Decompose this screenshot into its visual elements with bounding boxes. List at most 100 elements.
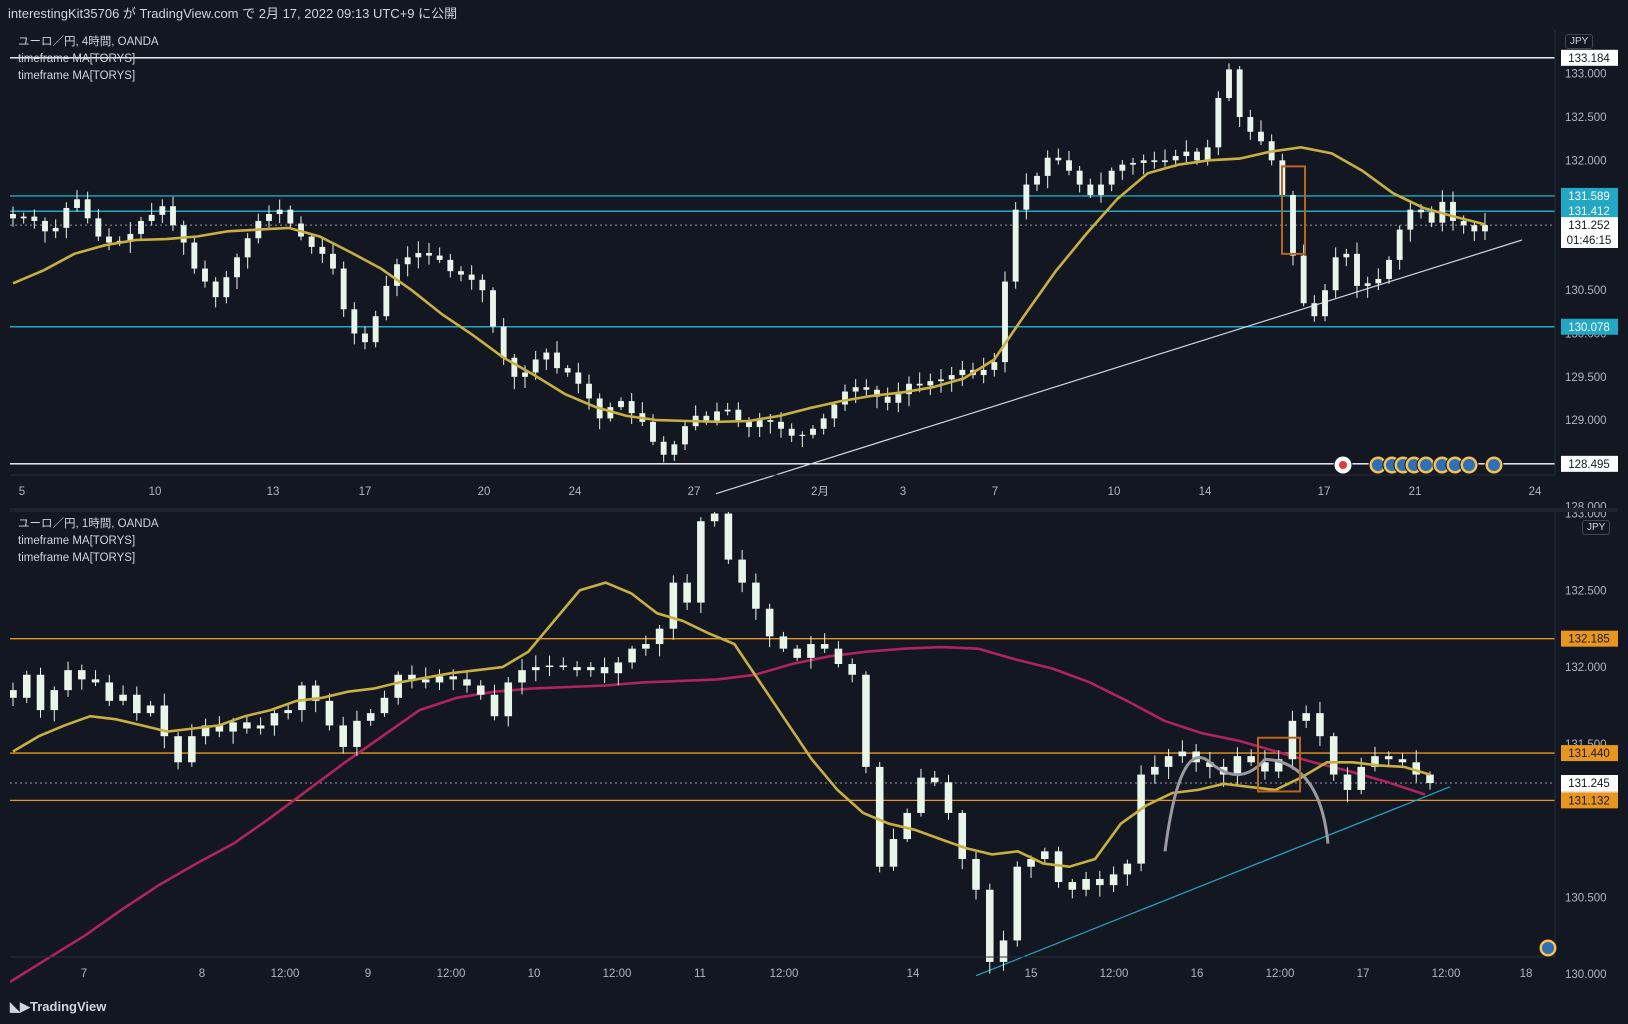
currency-badge[interactable]: JPY <box>1582 520 1611 535</box>
candle-body <box>724 409 731 412</box>
candle-body <box>916 383 923 386</box>
candle-body <box>42 220 48 232</box>
price-tick: 129.000 <box>1565 415 1607 427</box>
price-label: 132.185 <box>1568 634 1610 646</box>
price-label-bg <box>1561 455 1618 472</box>
candle-body <box>1418 209 1424 213</box>
candle-body <box>146 705 155 714</box>
candle-body <box>415 252 422 258</box>
candle-body <box>1343 253 1350 258</box>
price-label: 131.245 <box>1568 778 1610 790</box>
legend-indicator-1[interactable]: timeframe MA[TORYS] <box>18 53 136 65</box>
candle-body <box>788 428 795 436</box>
time-tick: 20 <box>478 486 491 498</box>
candle-body <box>463 679 471 686</box>
time-tick: 15 <box>1025 968 1038 980</box>
event-marker-inner <box>1449 459 1461 471</box>
candle-body <box>807 644 815 658</box>
price-tick: 129.500 <box>1565 372 1607 384</box>
candle-body <box>518 670 526 683</box>
price-label-bg <box>1561 49 1618 66</box>
footer: ◣▶TradingView <box>0 990 1628 1024</box>
candle-body <box>820 644 829 649</box>
candle-body <box>1288 720 1297 760</box>
candle-body <box>1066 160 1072 171</box>
candle-body <box>573 667 581 671</box>
candle-body <box>930 777 939 783</box>
candle-body <box>607 407 614 419</box>
time-tick: 9 <box>365 968 371 980</box>
chart-pane-1h[interactable]: 133.000 132.500 132.000 131.500 130.500 130.0… <box>10 512 1618 988</box>
candle-body <box>426 252 432 256</box>
candle-body <box>531 667 540 671</box>
event-marker-inner <box>1542 942 1554 954</box>
candle-body <box>1013 866 1022 941</box>
candle-body <box>421 679 430 683</box>
event-marker-inner <box>1372 459 1384 471</box>
candle-body <box>325 700 334 726</box>
candle-body <box>127 233 134 241</box>
candle-body <box>1261 762 1269 772</box>
tradingview-brand: TradingView <box>30 999 107 1014</box>
candle-body <box>372 316 379 343</box>
price-label: 133.184 <box>1568 53 1610 65</box>
candle-body <box>906 383 912 395</box>
candle-body <box>95 218 102 237</box>
tradingview-logo[interactable]: ◣▶TradingView <box>10 999 106 1015</box>
candle-body <box>243 722 251 729</box>
legend-4h: ユーロ／円, 4時間, OANDA timeframe MA[TORYS] ti… <box>18 34 159 85</box>
price-label-bg <box>1561 187 1618 204</box>
candle-body <box>1123 863 1132 875</box>
candle-body <box>874 389 880 397</box>
candle-body <box>10 690 17 698</box>
candle-body <box>1300 255 1307 304</box>
chart-pane-4h[interactable]: 133.000132.500132.000131.500130.500130.0… <box>10 30 1618 508</box>
candle-body <box>714 411 720 422</box>
candle-body <box>234 257 240 278</box>
event-marker-inner <box>1420 459 1432 471</box>
time-tick: 17 <box>1318 486 1331 498</box>
candle-body <box>1151 766 1159 775</box>
legend-indicator-2[interactable]: timeframe MA[TORYS] <box>18 552 136 564</box>
candle-body <box>74 199 80 208</box>
candle-body <box>1130 162 1136 165</box>
candle-body <box>63 207 70 228</box>
candle-body <box>1332 257 1339 291</box>
candle-body <box>1194 151 1200 161</box>
legend-symbol[interactable]: ユーロ／円, 4時間, OANDA <box>18 36 159 48</box>
chart-1h-svg[interactable]: 133.000132.500132.000131.500130.500130.0… <box>10 512 1618 988</box>
legend-symbol[interactable]: ユーロ／円, 1時間, OANDA <box>18 518 159 530</box>
candle-body <box>174 736 182 763</box>
candle-body <box>159 206 166 215</box>
candle-body <box>1290 194 1296 256</box>
candle-body <box>600 667 609 674</box>
candle-body <box>1386 259 1392 279</box>
time-tick: 13 <box>267 486 280 498</box>
currency-badge[interactable]: JPY <box>1565 34 1594 49</box>
time-tick: 12:00 <box>1266 968 1295 980</box>
candle-body <box>1178 751 1187 757</box>
time-tick: 27 <box>688 486 701 498</box>
chart-4h-svg[interactable]: 133.000132.500132.000131.500130.500130.0… <box>10 30 1618 508</box>
candle-body <box>991 362 998 370</box>
time-tick: 17 <box>359 486 372 498</box>
price-tick: 132.500 <box>1565 112 1607 124</box>
candle-body <box>435 676 444 683</box>
time-tick: 12:00 <box>770 968 799 980</box>
legend-indicator-2[interactable]: timeframe MA[TORYS] <box>18 70 136 82</box>
candle-body <box>458 271 464 275</box>
candle-body <box>820 418 827 429</box>
candle-body <box>256 725 265 729</box>
candle-body <box>710 513 719 522</box>
time-tick: 21 <box>1409 486 1422 498</box>
candle-body <box>105 682 114 701</box>
candle-body <box>671 444 678 455</box>
candle-body <box>1343 774 1352 790</box>
event-marker-inner <box>1436 459 1448 471</box>
pane-separator[interactable] <box>10 508 1618 512</box>
ma-long-line <box>10 645 1426 984</box>
candle-body <box>1172 155 1179 161</box>
legend-indicator-1[interactable]: timeframe MA[TORYS] <box>18 535 136 547</box>
price-label-bg <box>1561 217 1618 234</box>
candle-body <box>36 674 45 711</box>
